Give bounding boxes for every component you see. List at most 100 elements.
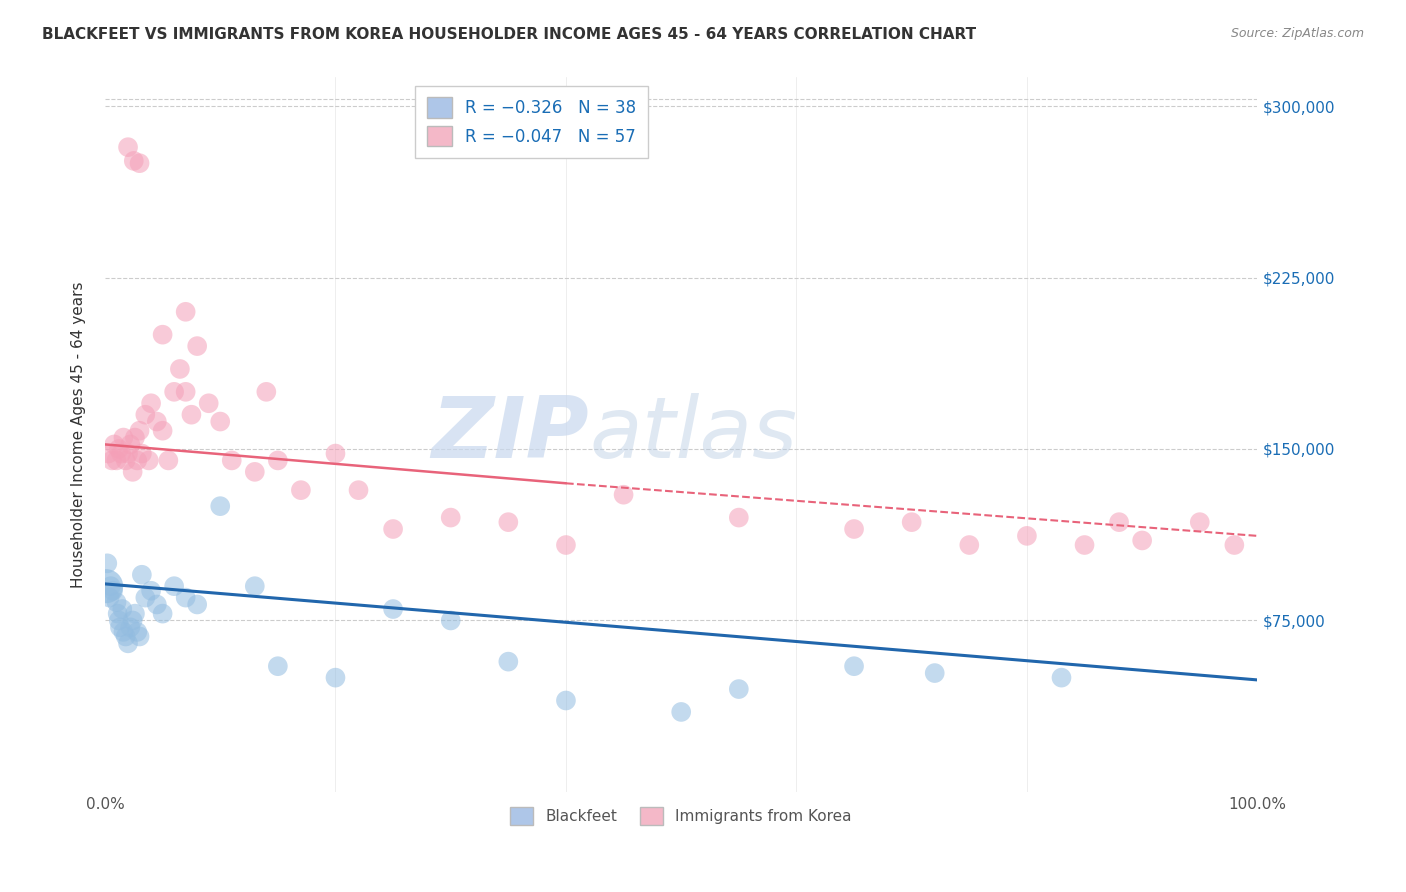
- Point: [124, 431, 146, 445]
- Point: [117, 636, 139, 650]
- Point: [555, 538, 578, 552]
- Point: [117, 446, 139, 460]
- Point: [842, 522, 865, 536]
- Point: [128, 156, 150, 170]
- Point: [117, 140, 139, 154]
- Text: Source: ZipAtlas.com: Source: ZipAtlas.com: [1230, 27, 1364, 40]
- Point: [124, 607, 146, 621]
- Point: [186, 339, 208, 353]
- Point: [139, 583, 162, 598]
- Point: [128, 424, 150, 438]
- Point: [440, 510, 463, 524]
- Point: [1223, 538, 1246, 552]
- Point: [114, 630, 136, 644]
- Point: [347, 483, 370, 497]
- Point: [174, 305, 197, 319]
- Point: [131, 567, 153, 582]
- Point: [1108, 515, 1130, 529]
- Point: [613, 488, 636, 502]
- Point: [1130, 533, 1153, 548]
- Point: [209, 499, 232, 513]
- Point: [254, 384, 277, 399]
- Text: atlas: atlas: [589, 393, 797, 476]
- Point: [108, 614, 131, 628]
- Point: [498, 515, 520, 529]
- Point: [107, 607, 129, 621]
- Point: [131, 446, 153, 460]
- Point: [221, 453, 243, 467]
- Point: [127, 624, 149, 639]
- Point: [120, 437, 142, 451]
- Point: [128, 630, 150, 644]
- Point: [146, 415, 169, 429]
- Point: [174, 384, 197, 399]
- Point: [103, 437, 125, 451]
- Point: [1015, 529, 1038, 543]
- Point: [138, 453, 160, 467]
- Point: [243, 579, 266, 593]
- Point: [382, 602, 405, 616]
- Y-axis label: Householder Income Ages 45 - 64 years: Householder Income Ages 45 - 64 years: [72, 282, 86, 588]
- Point: [121, 465, 143, 479]
- Point: [669, 705, 692, 719]
- Point: [267, 453, 290, 467]
- Point: [267, 659, 290, 673]
- Text: BLACKFEET VS IMMIGRANTS FROM KOREA HOUSEHOLDER INCOME AGES 45 - 64 YEARS CORRELA: BLACKFEET VS IMMIGRANTS FROM KOREA HOUSE…: [42, 27, 976, 42]
- Point: [325, 446, 347, 460]
- Legend: Blackfeet, Immigrants from Korea: Blackfeet, Immigrants from Korea: [502, 797, 860, 834]
- Point: [121, 614, 143, 628]
- Point: [180, 408, 202, 422]
- Point: [1073, 538, 1095, 552]
- Point: [100, 579, 122, 593]
- Text: ZIP: ZIP: [432, 393, 589, 476]
- Point: [842, 659, 865, 673]
- Point: [105, 453, 128, 467]
- Point: [152, 424, 174, 438]
- Point: [122, 153, 145, 168]
- Point: [146, 598, 169, 612]
- Point: [105, 595, 128, 609]
- Point: [157, 453, 180, 467]
- Point: [108, 442, 131, 456]
- Point: [96, 557, 118, 571]
- Point: [94, 579, 117, 593]
- Point: [197, 396, 219, 410]
- Point: [163, 384, 186, 399]
- Point: [112, 624, 135, 639]
- Point: [174, 591, 197, 605]
- Point: [727, 510, 749, 524]
- Point: [957, 538, 980, 552]
- Point: [290, 483, 312, 497]
- Point: [108, 620, 131, 634]
- Point: [382, 522, 405, 536]
- Point: [900, 515, 922, 529]
- Point: [163, 579, 186, 593]
- Point: [727, 681, 749, 696]
- Point: [924, 666, 946, 681]
- Point: [139, 396, 162, 410]
- Point: [243, 465, 266, 479]
- Point: [325, 671, 347, 685]
- Point: [1188, 515, 1211, 529]
- Point: [127, 453, 149, 467]
- Point: [134, 591, 156, 605]
- Point: [114, 453, 136, 467]
- Point: [111, 602, 134, 616]
- Point: [1050, 671, 1073, 685]
- Point: [120, 620, 142, 634]
- Point: [101, 583, 124, 598]
- Point: [134, 408, 156, 422]
- Point: [209, 415, 232, 429]
- Point: [112, 431, 135, 445]
- Point: [152, 607, 174, 621]
- Point: [186, 598, 208, 612]
- Point: [555, 693, 578, 707]
- Point: [440, 614, 463, 628]
- Point: [110, 446, 132, 460]
- Point: [152, 327, 174, 342]
- Point: [98, 591, 121, 605]
- Point: [101, 453, 124, 467]
- Point: [169, 362, 191, 376]
- Point: [97, 446, 120, 460]
- Point: [498, 655, 520, 669]
